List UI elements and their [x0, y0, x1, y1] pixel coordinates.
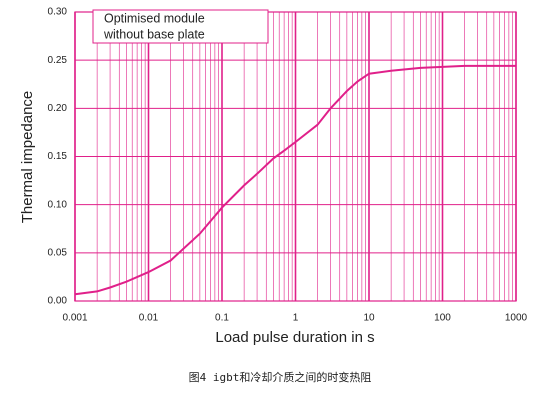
- y-axis-label: Thermal impedance: [19, 91, 36, 224]
- annotation: Optimised module: [104, 11, 205, 25]
- plot-frame: [74, 11, 517, 302]
- y-tick-label: 0.25: [48, 55, 68, 66]
- x-tick-label: 10: [363, 313, 375, 324]
- caption: 图4 igbt和冷却介质之间的时变热阻: [189, 370, 372, 384]
- y-tick-label: 0.30: [48, 7, 68, 18]
- x-axis-label: Load pulse duration in s: [215, 329, 374, 346]
- y-tick-label: 0.10: [48, 199, 68, 210]
- x-tick-label: 1000: [505, 313, 528, 324]
- y-tick-label: 0.00: [48, 296, 68, 307]
- y-tick-label: 0.15: [48, 151, 68, 162]
- x-tick-label: 0.01: [139, 313, 159, 324]
- y-tick-label: 0.20: [48, 103, 68, 114]
- data-line: [74, 64, 516, 296]
- x-tick-label: 100: [434, 313, 451, 324]
- annotation: without base plate: [103, 27, 205, 41]
- x-tick-label: 1: [293, 313, 299, 324]
- x-tick-label: 0.001: [62, 313, 87, 324]
- x-tick-label: 0.1: [215, 313, 229, 324]
- annotation-box: [92, 9, 269, 44]
- y-tick-label: 0.05: [48, 247, 68, 258]
